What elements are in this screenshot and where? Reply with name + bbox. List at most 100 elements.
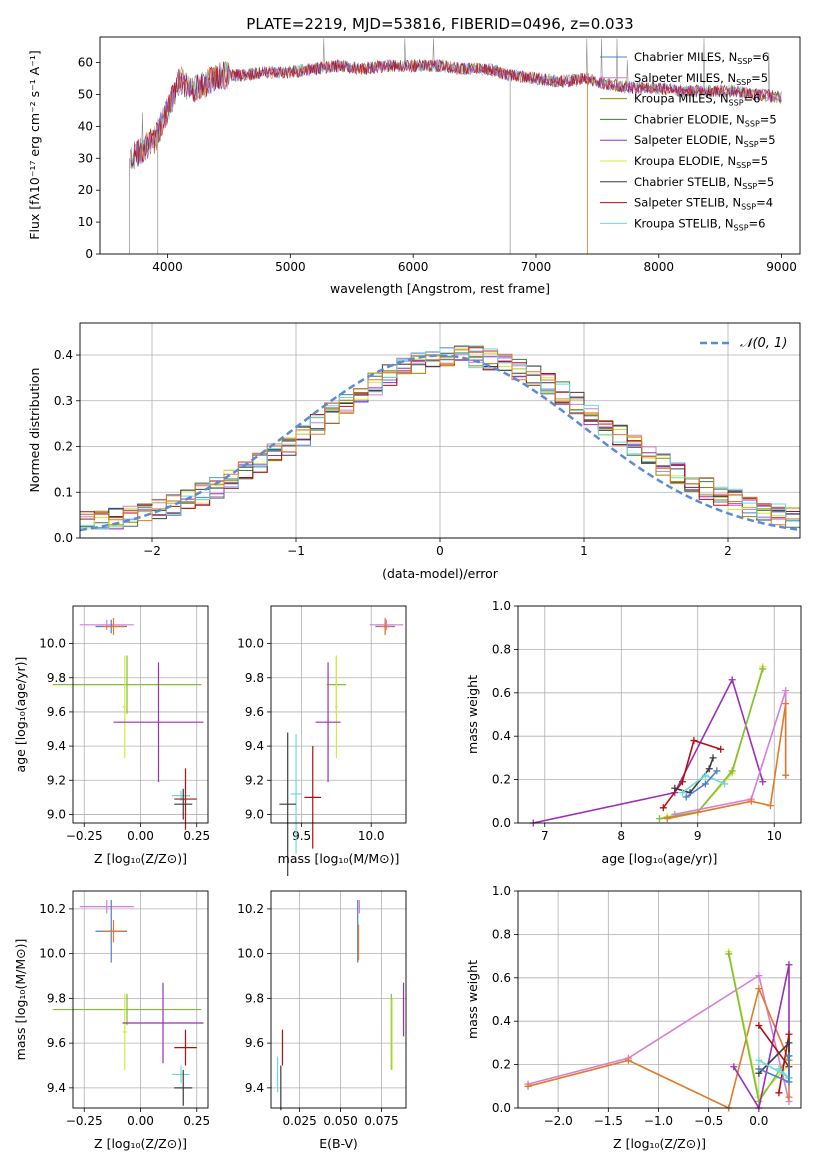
mass-vs-Z-panel: −0.25 0.00 0.25 9.4 9.6 9.8 10.0 10.2 Z [log₁₀(Z… (13, 890, 210, 1151)
histogram-ytick-label: 0.3 (54, 394, 73, 408)
mass-vs-EBV-ytick-label: 10.0 (237, 947, 264, 961)
mass-vs-EBV-ytick-label: 9.4 (245, 1081, 264, 1095)
age-vs-Z-xlabel: Z [log₁₀(Z/Z⊙)] (94, 851, 187, 866)
figure-title: PLATE=2219, MJD=53816, FIBERID=0496, z=0… (246, 15, 633, 33)
legend-entry: Salpeter MILES, NSSP=5 (634, 71, 768, 87)
spectrum-ytick-label: 40 (78, 119, 93, 133)
mass-vs-EBV-panel: 0.025 0.050 0.075 9.4 9.6 9.8 10.0 10.2 E(B-V) (237, 890, 407, 1151)
mass-vs-Z-ticks: −0.25 0.00 0.25 9.4 9.6 9.8 10.0 10.2 (39, 902, 210, 1128)
mass-vs-EBV-xtick-label: 0.075 (364, 1114, 398, 1128)
age-vs-mass-ytick-label: 10.0 (237, 637, 264, 651)
mass-weight-marker (721, 780, 729, 788)
mass-weight-line (733, 964, 790, 1111)
histogram-ytick-label: 0.4 (54, 348, 73, 362)
legend-entry: Salpeter STELIB, NSSP=4 (634, 196, 773, 212)
mass-weight-vs-age-panel: 7 8 9 10 0.0 0.2 0.4 0.6 0.8 1.0 age [log₁₀(age/yr… (465, 599, 802, 866)
mass-weight-marker (730, 1063, 738, 1071)
age-vs-mass-ytick-label: 9.0 (245, 807, 264, 821)
histogram-steps (79, 345, 801, 532)
histogram-xtick-label: 0 (436, 544, 444, 558)
spectrum-lines (129, 38, 782, 254)
histogram-ylabel: Normed distribution (27, 368, 42, 493)
mass-weight-marker (682, 793, 690, 801)
legend-entry: Kroupa STELIB, NSSP=6 (634, 216, 765, 232)
mass-weight-marker (755, 1022, 763, 1030)
mass-weight-marker (755, 985, 763, 993)
mass-weight-marker (713, 767, 721, 775)
mass-vs-EBV-xtick-label: 0.025 (282, 1114, 316, 1128)
mass-weight-marker (678, 778, 686, 786)
mass-vs-Z-xtick-label: 0.25 (183, 1114, 210, 1128)
mass-vs-Z-xtick-label: 0.00 (127, 1114, 154, 1128)
mass-weight-vs-Z-xlabel: Z [log₁₀(Z/Z⊙)] (613, 1136, 706, 1151)
legend-entry: Salpeter ELODIE, NSSP=5 (634, 133, 776, 149)
mass-weight-vs-Z-ytick-label: 1.0 (492, 884, 511, 898)
mass-weight-marker (782, 687, 790, 695)
mass-weight-vs-Z-ticks: −2.0 −1.5 −1.0 −0.5 0.0 0.0 0.2 0.4 0.6 0.8 1.0 (492, 884, 768, 1128)
spectrum-xlabel: wavelength [Angstrom, rest frame] (330, 281, 550, 296)
mass-weight-vs-age-series (529, 663, 790, 827)
mass-vs-EBV-ytick-label: 9.6 (245, 1036, 264, 1050)
mass-weight-marker (782, 771, 790, 779)
age-vs-Z-ytick-label: 9.6 (47, 705, 66, 719)
histogram-panel: −2 −1 0 1 2 0.0 0.1 0.2 0.3 0.4 𝒩(0, 1) (data-mod… (27, 322, 801, 581)
spectrum-xtick-label: 4000 (152, 260, 183, 274)
histogram-xtick-label: −1 (287, 544, 305, 558)
age-vs-mass-xtick-label: 10.0 (358, 829, 385, 843)
age-vs-Z-ylabel: age [log₁₀(age/yr)] (13, 657, 28, 773)
mass-weight-marker (728, 767, 736, 775)
mass-weight-marker (755, 972, 763, 980)
spectrum-ytick-label: 0 (85, 247, 93, 261)
mass-weight-marker (701, 780, 709, 788)
mass-weight-vs-age-ytick-label: 0.4 (492, 729, 511, 743)
age-vs-mass-ytick-label: 9.8 (245, 671, 264, 685)
age-vs-Z-xtick-label: 0.00 (127, 829, 154, 843)
histogram-step (80, 349, 800, 526)
spectrum-ytick-label: 20 (78, 183, 93, 197)
mass-weight-marker (759, 778, 767, 786)
age-vs-Z-grid (73, 606, 208, 823)
mass-weight-line (662, 739, 721, 809)
mass-weight-marker (690, 737, 698, 745)
mass-weight-marker (785, 1030, 793, 1038)
mass-weight-marker (663, 815, 671, 823)
mass-vs-EBV-ytick-label: 9.8 (245, 991, 264, 1005)
histogram-ytick-label: 0.2 (54, 440, 73, 454)
spectrum-xtick-label: 9000 (766, 260, 797, 274)
mass-weight-vs-age-xtick-label: 9 (694, 829, 702, 843)
mass-weight-marker (755, 1056, 763, 1064)
mass-weight-marker (709, 754, 717, 762)
mass-vs-EBV-xlabel: E(B-V) (319, 1136, 358, 1151)
mass-weight-vs-age-xtick-label: 7 (541, 829, 549, 843)
age-vs-mass-xlabel: mass [log₁₀(M/M⊙)] (278, 851, 400, 866)
normal-legend-label: 𝒩(0, 1) (740, 336, 787, 351)
mass-weight-marker (759, 665, 767, 673)
legend-entry: Chabrier STELIB, NSSP=5 (634, 175, 774, 191)
mass-weight-vs-Z-xtick-label: 0.0 (749, 1114, 768, 1128)
mass-vs-Z-xtick-label: −0.25 (66, 1114, 103, 1128)
mass-weight-vs-age-ytick-label: 0.8 (492, 642, 511, 656)
mass-weight-marker (678, 789, 686, 797)
mass-weight-line (659, 668, 764, 820)
mass-weight-vs-age-ytick-label: 0.6 (492, 686, 511, 700)
mass-vs-EBV-grid (271, 891, 406, 1108)
mass-weight-marker (782, 700, 790, 708)
mass-weight-vs-Z-panel: −2.0 −1.5 −1.0 −0.5 0.0 0.0 0.2 0.4 0.6 0.8 1.0 Z [… (465, 884, 802, 1151)
mass-weight-vs-age-xtick-label: 8 (617, 829, 625, 843)
age-vs-Z-axes-frame (72, 605, 209, 824)
mass-weight-vs-Z-xtick-label: −1.5 (594, 1114, 623, 1128)
histogram-xtick-label: −2 (143, 544, 161, 558)
age-vs-mass-ytick-label: 9.6 (245, 705, 264, 719)
mass-weight-vs-Z-ytick-label: 0.6 (492, 971, 511, 985)
mass-vs-Z-ytick-label: 10.0 (39, 947, 66, 961)
mass-weight-vs-age-xtick-label: 10 (767, 829, 782, 843)
spectrum-xtick-label: 5000 (275, 260, 306, 274)
mass-weight-marker (717, 745, 725, 753)
mass-vs-Z-axes-frame (72, 890, 209, 1109)
spectrum-ytick-label: 60 (78, 56, 93, 70)
legend-entry: Kroupa ELODIE, NSSP=5 (634, 154, 768, 170)
mass-vs-EBV-xtick-label: 0.050 (323, 1114, 357, 1128)
mass-weight-line (674, 690, 787, 816)
mass-weight-marker (785, 961, 793, 969)
age-vs-Z-xtick-label: 0.25 (183, 829, 210, 843)
